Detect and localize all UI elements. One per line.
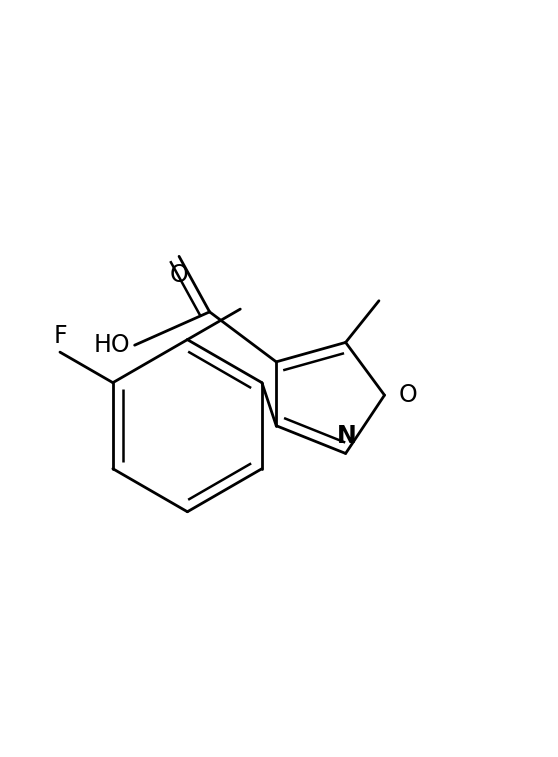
Text: N: N [337, 424, 357, 448]
Text: F: F [53, 324, 67, 347]
Text: O: O [170, 263, 189, 287]
Text: HO: HO [94, 333, 130, 357]
Text: O: O [398, 383, 417, 407]
